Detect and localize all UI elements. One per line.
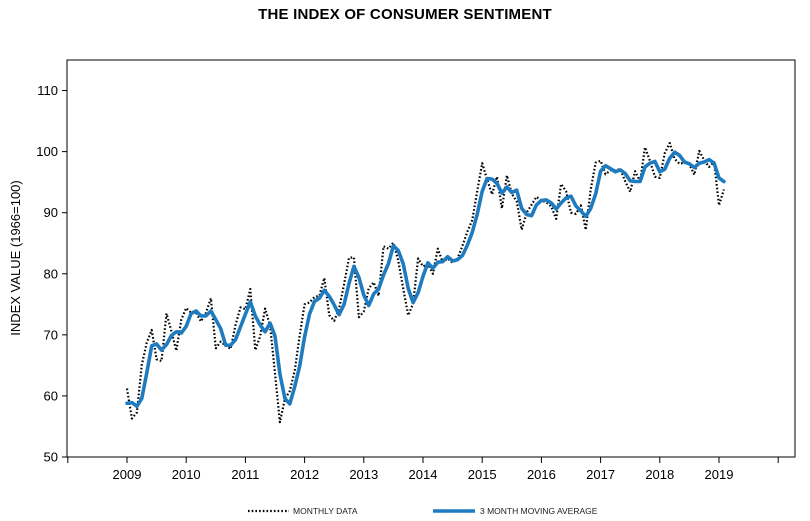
x-tick-label: 2011 [231, 467, 259, 482]
x-tick-label: 2010 [172, 467, 201, 482]
y-tick-label: 100 [36, 144, 58, 159]
y-tick-label: 70 [44, 327, 58, 342]
y-tick-label: 80 [44, 266, 58, 281]
y-tick-label: 50 [44, 450, 58, 465]
moving-average-line [125, 150, 726, 409]
y-tick-label: 110 [37, 83, 58, 98]
legend: MONTHLY DATA 3 MONTH MOVING AVERAGE [248, 506, 598, 516]
monthly-data-line [125, 142, 725, 424]
y-axis-title: INDEX VALUE (1966=100) [8, 180, 23, 335]
x-tick-label: 2016 [527, 467, 556, 482]
x-tick-label: 2017 [586, 467, 615, 482]
y-tick-label: 60 [44, 388, 58, 403]
x-tick-label: 2009 [113, 467, 142, 482]
chart-title: THE INDEX OF CONSUMER SENTIMENT [258, 6, 552, 23]
y-tick-label: 90 [44, 205, 58, 220]
series-layer [125, 142, 726, 424]
x-tick-label: 2015 [468, 467, 497, 482]
x-tick-label: 2018 [645, 467, 674, 482]
legend-label-moving-average: 3 MONTH MOVING AVERAGE [480, 506, 598, 516]
plot-area-frame [66, 59, 796, 458]
x-tick-label: 2012 [290, 467, 319, 482]
y-axis: 50 60 70 80 90 100 110 [36, 83, 67, 465]
x-tick-label: 2013 [349, 467, 378, 482]
x-tick-label: 2019 [705, 467, 734, 482]
x-tick-label: 2014 [409, 467, 438, 482]
x-axis: 2009 2010 2011 2012 2013 2014 2015 2016 2017 2018… [67, 457, 779, 482]
legend-label-monthly: MONTHLY DATA [293, 506, 358, 516]
